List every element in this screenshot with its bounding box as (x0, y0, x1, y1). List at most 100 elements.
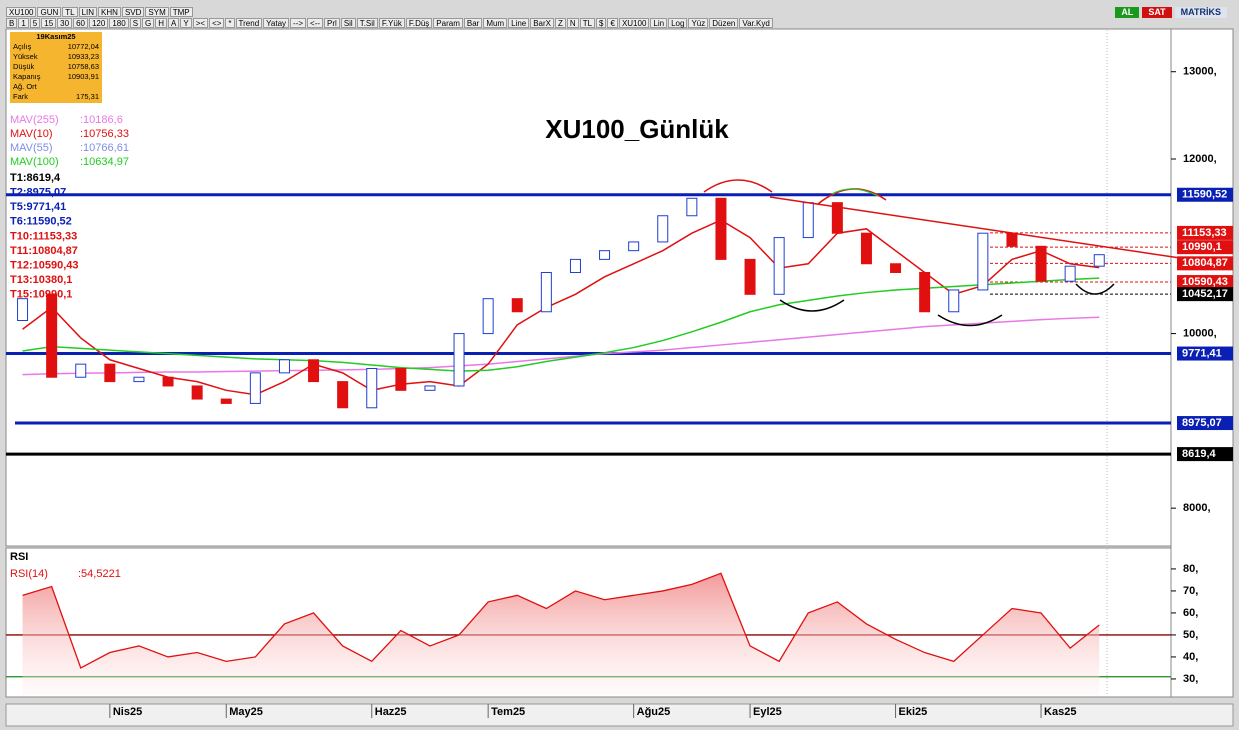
x-tick-label: Tem25 (491, 706, 525, 718)
moving-average (22, 219, 1100, 396)
toolbar-button[interactable]: LIN (78, 7, 98, 17)
toolbar-button[interactable]: T.Sil (356, 18, 378, 28)
buy-button[interactable]: AL (1115, 7, 1140, 18)
toolbar-button[interactable]: 5 (29, 18, 41, 28)
toolbar-button[interactable]: TL (579, 18, 596, 28)
toolbar-button[interactable]: Z (555, 18, 566, 28)
toolbar-button[interactable]: Mum (483, 18, 508, 28)
level-label: 11153,33 (1182, 227, 1227, 239)
toolbar-button[interactable]: Lin (650, 18, 668, 28)
toolbar-button[interactable]: F.Yük (378, 18, 405, 28)
info-date: 19Kasım25 (36, 32, 76, 41)
toolbar-button[interactable]: Sil (340, 18, 356, 28)
toolbar-button[interactable]: H (155, 18, 168, 28)
toolbar-row: XU100 GUN TL LIN KHN SVD SYM TMP (6, 7, 193, 17)
toolbar-button[interactable]: BarX (530, 18, 555, 28)
toolbar-button[interactable]: N (566, 18, 579, 28)
level-label: 10590,43 (1182, 276, 1228, 288)
sell-button[interactable]: SAT (1142, 7, 1172, 18)
toolbar-button[interactable]: A (168, 18, 180, 28)
y-tick-label: 80, (1183, 563, 1198, 575)
level-label-box (1177, 346, 1233, 361)
toolbar-button[interactable]: KHN (98, 7, 121, 17)
toolbar-button[interactable]: TL (62, 7, 78, 17)
toolbar-button[interactable]: Log (668, 18, 688, 28)
level-note: T10:11153,33 (10, 230, 77, 242)
level-label: 9771,41 (1182, 347, 1222, 359)
toolbar-button[interactable]: <-- (307, 18, 324, 28)
info-label: Fark (13, 92, 28, 101)
candle (831, 202, 843, 234)
toolbar-button[interactable]: B (6, 18, 18, 28)
legend-name: MAV(100) (10, 156, 59, 168)
candle (249, 372, 261, 404)
candle (657, 215, 669, 243)
level-note: T2:8975,07 (10, 187, 66, 199)
toolbar-button[interactable]: <> (209, 18, 225, 28)
info-value: 10758,63 (67, 62, 99, 71)
toolbar-button[interactable]: SVD (121, 7, 145, 17)
toolbar-button[interactable]: Var.Kyd (739, 18, 773, 28)
legend-name: RSI(14) (10, 568, 48, 580)
candle (1035, 245, 1047, 282)
toolbar-button[interactable]: XU100 (618, 18, 650, 28)
toolbar-button[interactable]: 120 (88, 18, 109, 28)
candle (977, 232, 989, 291)
info-row: Düşük 10758,63 (10, 62, 102, 72)
rsi-line (22, 572, 1100, 669)
toolbar-button[interactable]: 30 (57, 18, 73, 28)
info-label: Kapanış (13, 72, 41, 81)
toolbar-button[interactable]: 60 (73, 18, 88, 28)
level-label: 8975,07 (1182, 417, 1222, 429)
info-row: Yüksek 10933,23 (10, 52, 102, 62)
toolbar-button[interactable]: GUN (37, 7, 62, 17)
toolbar-button[interactable]: 15 (41, 18, 57, 28)
y-tick-label: 30, (1183, 673, 1198, 685)
level-label: 8619,4 (1182, 448, 1217, 460)
toolbar-button[interactable]: Yatay (263, 18, 290, 28)
toolbar-button[interactable]: S (129, 18, 142, 28)
toolbar-button[interactable]: Y (180, 18, 192, 28)
toolbar-button[interactable]: Prl (324, 18, 340, 28)
level-label: 10990,1 (1182, 241, 1222, 253)
level-note: T15:10990,1 (10, 289, 72, 301)
legend-name: MAV(255) (10, 114, 59, 126)
info-row: Kapanış 10903,91 (10, 72, 102, 82)
annotation-arc (1075, 283, 1115, 295)
info-row: Fark 175,31 (10, 92, 102, 102)
candle (46, 293, 58, 378)
toolbar-button[interactable]: Düzen (709, 18, 739, 28)
toolbar-button[interactable]: XU100 (6, 7, 37, 17)
legend-name: MAV(55) (10, 142, 53, 154)
info-value: 10903,91 (67, 72, 99, 81)
toolbar-button[interactable]: 180 (109, 18, 129, 28)
candle (162, 376, 174, 387)
info-value: 10933,23 (67, 52, 99, 61)
candle (1006, 232, 1018, 247)
toolbar-button[interactable]: Line (508, 18, 530, 28)
toolbar-button[interactable]: --> (290, 18, 307, 28)
toolbar-button[interactable]: F.Düş (405, 18, 433, 28)
toolbar-button[interactable]: * (225, 18, 235, 28)
candle (569, 258, 581, 273)
info-row: Ağ. Ort (10, 82, 102, 92)
toolbar-button[interactable]: Param (433, 18, 463, 28)
toolbar-button[interactable]: Bar (463, 18, 483, 28)
toolbar-button[interactable]: >< (192, 18, 209, 28)
info-label: Açılış (13, 42, 32, 51)
candle (133, 376, 145, 383)
toolbar-button[interactable]: SYM (145, 7, 169, 17)
toolbar-button[interactable]: € (607, 18, 618, 28)
legend-value: :10756,33 (80, 128, 129, 140)
toolbar-button[interactable]: TMP (169, 7, 193, 17)
x-tick-label: Haz25 (375, 706, 407, 718)
candle (17, 298, 29, 321)
toolbar-button[interactable]: G (142, 18, 155, 28)
toolbar-button[interactable]: $ (596, 18, 607, 28)
level-label: 11590,52 (1182, 189, 1227, 201)
toolbar-button[interactable]: 1 (18, 18, 29, 28)
toolbar-button[interactable]: Trend (235, 18, 263, 28)
annotation-arc (779, 299, 845, 312)
toolbar-button[interactable]: Yüz (688, 18, 709, 28)
